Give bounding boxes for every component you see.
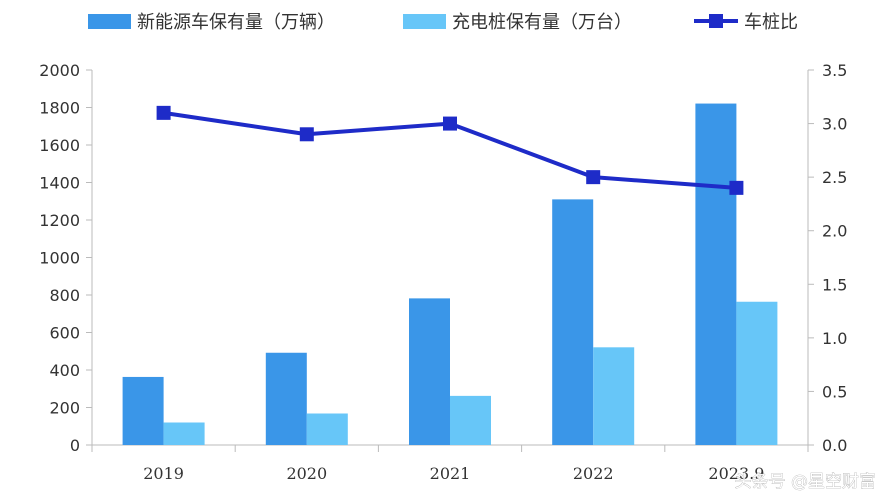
legend-label-ratio: 车桩比 [744, 12, 798, 33]
legend-label-charger: 充电桩保有量（万台） [452, 12, 632, 33]
y-left-tick-label: 600 [49, 324, 80, 343]
legend-swatch-ev [88, 14, 131, 29]
bars [122, 103, 778, 445]
y-left-tick-label: 1800 [39, 99, 80, 118]
ev-stock-bar [265, 352, 307, 445]
legend-swatch-charger [403, 14, 446, 29]
ratio-point [299, 127, 314, 142]
y-left-tick-label: 0 [70, 436, 80, 455]
y-right-tick-label: 2.5 [822, 168, 847, 187]
x-tick-label: 2021 [430, 464, 471, 483]
x-axis: 2019 2020 2021 2022 2023.9 [91, 445, 809, 483]
y-left-tick-label: 200 [49, 399, 80, 418]
y-right-tick-label: 1.5 [822, 275, 847, 294]
ratio-point [729, 180, 744, 195]
x-tick-label: 2019 [143, 464, 184, 483]
legend-label-ev: 新能源车保有量（万辆） [137, 12, 335, 33]
x-tick-label: 2022 [573, 464, 614, 483]
y-left-tick-label: 2000 [39, 61, 80, 80]
y-left-tick-label: 1200 [39, 211, 80, 230]
y-right-tick-label: 3.5 [822, 61, 847, 80]
charger-stock-bar [163, 422, 205, 445]
ratio-point [156, 105, 171, 120]
legend-marker-ratio [709, 14, 723, 28]
y-left-tick-label: 1400 [39, 174, 80, 193]
y-left-axis: 0 200 400 600 800 1000 1200 1400 1600 1800 2000 [39, 61, 92, 455]
y-left-tick-label: 800 [49, 286, 80, 305]
y-left-tick-label: 400 [49, 361, 80, 380]
watermark: 头条号 @星空财富 [735, 472, 876, 492]
ev-stock-bar [409, 298, 450, 445]
y-right-tick-label: 2.0 [822, 222, 847, 241]
legend: 新能源车保有量（万辆） 充电桩保有量（万台） 车桩比 [88, 12, 798, 33]
y-right-tick-label: 0.0 [822, 436, 847, 455]
charger-stock-bar [736, 301, 778, 445]
x-tick-label: 2023.9 [708, 464, 764, 483]
y-right-axis: 0.0 0.5 1.0 1.5 2.0 2.5 3.0 3.5 [808, 61, 847, 455]
y-right-tick-label: 3.0 [822, 115, 847, 134]
ev-stock-bar [122, 376, 164, 445]
ev-stock-bar [695, 103, 737, 445]
y-left-tick-label: 1000 [39, 249, 80, 268]
charger-stock-bar [593, 347, 635, 445]
ev-stock-bar [552, 199, 594, 445]
y-left-tick-label: 1600 [39, 136, 80, 155]
x-tick-label: 2020 [286, 464, 327, 483]
charger-stock-bar [306, 413, 348, 445]
charger-stock-bar [450, 395, 491, 445]
y-right-tick-label: 0.5 [822, 382, 847, 401]
ratio-point [443, 116, 457, 131]
ratio-series [156, 105, 744, 195]
y-right-tick-label: 1.0 [822, 329, 847, 348]
ratio-point [586, 170, 601, 185]
